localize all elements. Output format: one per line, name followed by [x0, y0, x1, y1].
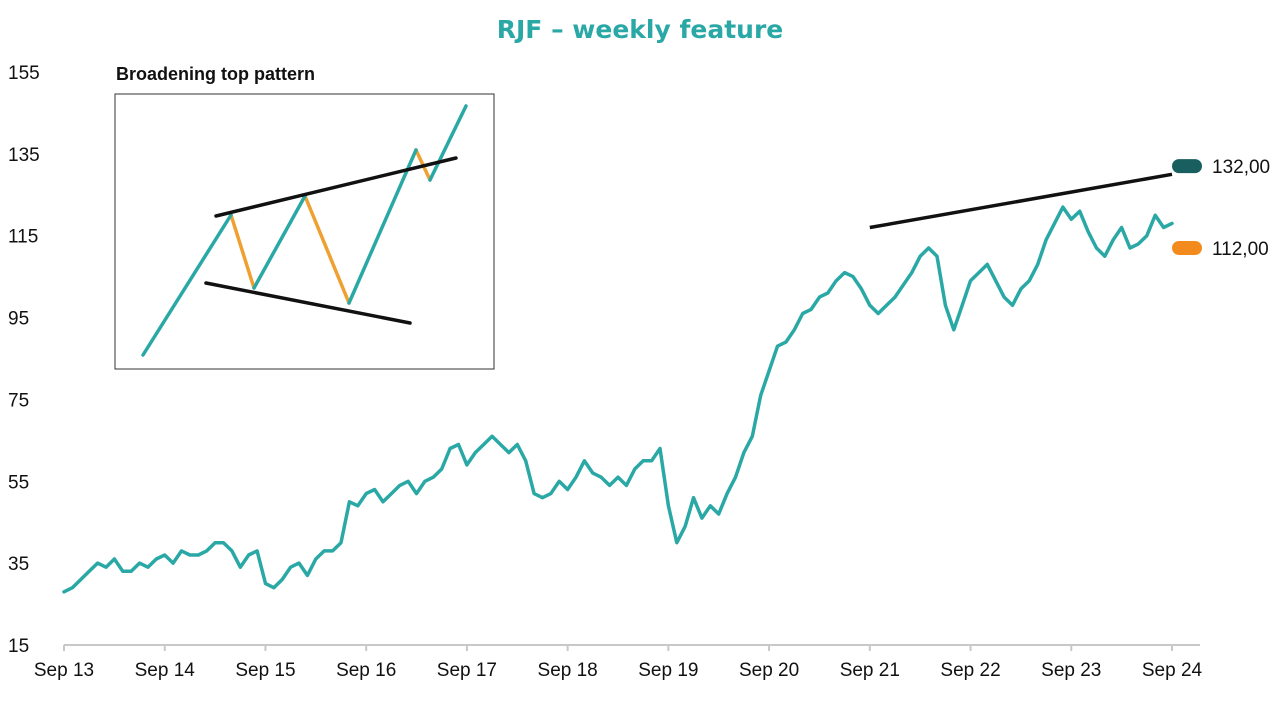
- y-tick-label: 155: [8, 63, 40, 84]
- x-tick-label: Sep 14: [135, 660, 196, 681]
- x-tick-label: Sep 18: [538, 660, 598, 681]
- x-tick-label: Sep 23: [1041, 660, 1101, 681]
- y-tick-label: 135: [8, 145, 40, 166]
- x-tick-label: Sep 24: [1142, 660, 1203, 681]
- y-axis: 155 135 115 95 75 55 35 15: [8, 63, 40, 657]
- inset-lines: [141, 104, 468, 357]
- inset-frame: [114, 93, 495, 370]
- x-tick-label: Sep 16: [336, 660, 396, 681]
- x-tick-label: Sep 17: [437, 660, 497, 681]
- y-tick-label: 95: [8, 309, 29, 330]
- inset-up-leg: [347, 148, 418, 305]
- value-label: 112,00: [1212, 239, 1269, 260]
- price-series-line: [62, 205, 1174, 594]
- value-marker: [1172, 240, 1202, 255]
- broadening-top-inset: Broadening top pattern: [114, 64, 495, 370]
- x-tick-label: Sep 20: [739, 660, 799, 681]
- x-tick-label: Sep 19: [638, 660, 698, 681]
- x-tick-label: Sep 21: [840, 660, 900, 681]
- x-tick-label: Sep 13: [34, 660, 94, 681]
- annotation-layer: 132,00 112,00: [869, 157, 1270, 260]
- inset-up-leg: [141, 213, 233, 357]
- trendline: [869, 172, 1173, 230]
- y-tick-label: 115: [8, 227, 38, 248]
- x-tick-label: Sep 22: [940, 660, 1000, 681]
- inset-lower-trendline: [204, 281, 412, 325]
- x-axis: Sep 13 Sep 14 Sep 15 Sep 16 Sep 17 Sep 18 Sep …: [34, 644, 1203, 681]
- y-tick-label: 55: [8, 472, 29, 493]
- value-label: 132,00: [1212, 157, 1270, 178]
- inset-down-leg: [303, 194, 351, 305]
- inset-up-leg: [428, 104, 468, 182]
- series-layer: [62, 205, 1174, 594]
- chart-title: RJF – weekly feature: [497, 15, 783, 44]
- y-tick-label: 35: [8, 554, 29, 575]
- inset-upper-trendline: [214, 156, 458, 218]
- y-tick-label: 75: [8, 390, 29, 411]
- inset-up-leg: [252, 194, 307, 290]
- inset-title: Broadening top pattern: [116, 64, 315, 84]
- y-tick-label: 15: [8, 636, 29, 657]
- value-marker: [1172, 159, 1202, 174]
- inset-down-leg: [229, 213, 256, 290]
- x-tick-label: Sep 15: [235, 660, 295, 681]
